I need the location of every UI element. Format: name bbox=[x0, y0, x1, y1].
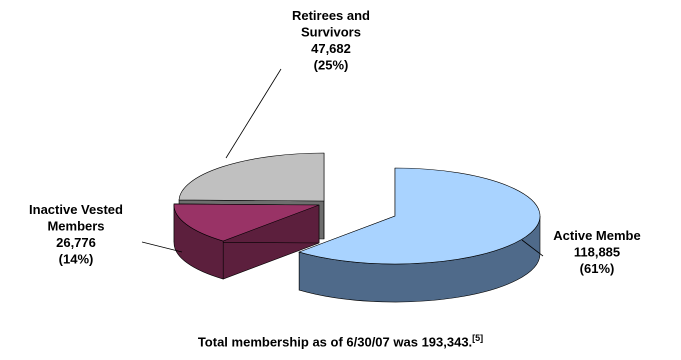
slice-top-face bbox=[173, 203, 320, 242]
label-line: Retirees and bbox=[292, 8, 370, 23]
leader-line bbox=[141, 241, 183, 253]
label-line: Active Membe bbox=[553, 228, 640, 243]
caption-text: Total membership as of 6/30/07 was 193,3… bbox=[197, 334, 473, 350]
label-line: Inactive Vested bbox=[29, 202, 123, 217]
chart-caption: Total membership as of 6/30/07 was 193,3… bbox=[0, 333, 681, 349]
label-inactive-vested: Inactive Vested Members 26,776 (14%) bbox=[29, 202, 123, 267]
pie-slices bbox=[173, 152, 541, 303]
leader-line bbox=[225, 68, 282, 159]
label-line: 26,776 bbox=[56, 235, 96, 250]
leader-lines bbox=[141, 68, 544, 257]
label-retirees-survivors: Retirees and Survivors 47,682 (25%) bbox=[292, 8, 370, 73]
label-line: 118,885 bbox=[574, 245, 620, 260]
label-line: (25%) bbox=[314, 58, 349, 73]
label-line: Members bbox=[47, 219, 104, 234]
label-line: (14%) bbox=[59, 252, 94, 267]
label-line: Survivors bbox=[301, 25, 361, 40]
slice-top-face bbox=[178, 152, 325, 202]
slice-inactive-vested bbox=[173, 203, 320, 280]
slice-top-face bbox=[298, 167, 541, 265]
caption-footnote: [5] bbox=[472, 333, 484, 343]
slice-labels: Active Membe 118,885 (61%) Inactive Vested M… bbox=[29, 8, 641, 276]
label-active-members: Active Membe 118,885 (61%) bbox=[553, 228, 640, 276]
slice-active-members bbox=[298, 167, 541, 303]
label-line: (61%) bbox=[580, 261, 615, 276]
leader-line bbox=[521, 239, 544, 257]
label-line: 47,682 bbox=[311, 41, 351, 56]
